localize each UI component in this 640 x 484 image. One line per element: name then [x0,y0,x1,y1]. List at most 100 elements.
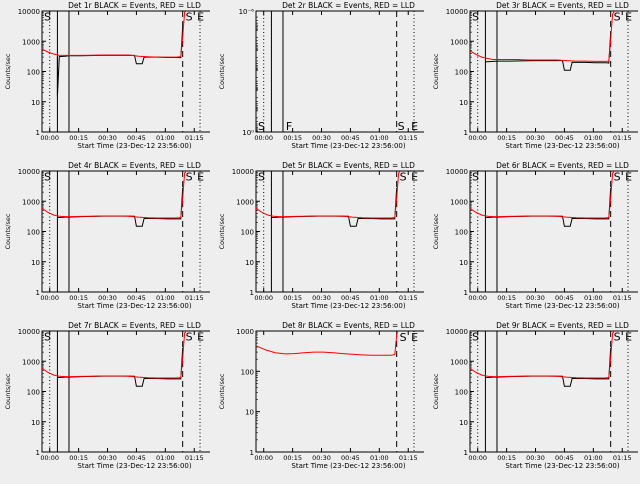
segment-label: E [411,120,418,133]
segment-label: S [614,330,621,343]
x-tick-label: 00:45 [127,294,146,302]
y-tick-label: 1 [36,129,40,137]
chart-svg: Det 8r BLACK = Events, RED = LLD 1 10 100 10… [218,321,447,470]
x-axis-label: Start Time (23-Dec-12 23:56:00) [291,142,405,150]
plot-frame [255,170,442,293]
y-tick-label: 1000 [236,328,254,336]
lld-series-line [256,331,399,356]
x-tick-label: 00:00 [468,454,487,462]
x-tick-label: 00:30 [312,134,331,142]
y-tick-label: 10 [31,259,40,267]
y-tick-label: 10 [245,409,254,417]
chart-title: Det 2r BLACK = Events, RED = LLD [282,1,415,10]
segment-label: S [472,10,479,23]
x-tick-label: 00:45 [127,454,146,462]
events-series-line [485,187,612,227]
y-tick-label: 100 [455,389,468,397]
lld-series-line [42,171,188,219]
segment-label: E [197,170,204,183]
chart-svg: Det 6r BLACK = Events, RED = LLD 1 10 100 10… [432,161,640,310]
x-axis-label: Start Time (23-Dec-12 23:56:00) [77,142,191,150]
y-tick-label: 100 [27,229,40,237]
chart-title: Det 9r BLACK = Events, RED = LLD [496,321,629,330]
x-tick-label: 01:00 [370,294,389,302]
segment-label: E [625,330,632,343]
y-axis-label: Counts/sec [218,373,226,409]
y-axis-label: Counts/sec [218,53,226,89]
segment-label: E [411,170,418,183]
x-tick-label: 00:30 [98,294,117,302]
plot-frame [469,10,640,133]
x-tick-label: 01:15 [613,454,632,462]
x-tick-label: 01:00 [156,134,175,142]
segment-label: S [400,170,407,183]
lld-series-line [42,331,188,379]
y-tick-label: 1000 [22,198,40,206]
x-tick-label: 01:00 [584,454,603,462]
y-tick-label: 1000 [22,358,40,366]
events-series-line [57,187,184,227]
chart-panel: Det 5r BLACK = Events, RED = LLD 1 10 100 10… [214,160,447,324]
x-tick-label: 01:00 [156,294,175,302]
y-axis-label: Counts/sec [432,373,440,409]
segment-label: S [186,10,193,23]
y-axis-label: Counts/sec [432,213,440,249]
events-series-line [271,187,398,227]
plot-frame [41,170,228,293]
y-tick-label: 10 [459,419,468,427]
x-axis-label: Start Time (23-Dec-12 23:56:00) [291,302,405,310]
chart-panel: Det 9r BLACK = Events, RED = LLD 1 10 100 10… [428,320,640,484]
lld-series-line [256,171,402,219]
chart-title: Det 3r BLACK = Events, RED = LLD [496,1,629,10]
x-tick-label: 00:00 [40,454,59,462]
segment-label: E [625,170,632,183]
segment-label: F [286,120,292,133]
chart-panel: Det 1r BLACK = Events, RED = LLD 1 10 100 10… [0,0,233,164]
y-tick-label: 10000 [18,8,40,16]
y-tick-label: 1000 [450,358,468,366]
segment-label: S [614,10,621,23]
segment-label: S [44,330,51,343]
x-tick-label: 00:00 [40,134,59,142]
segment-label: E [197,10,204,23]
y-tick-label: 10000 [232,168,254,176]
x-tick-label: 01:00 [584,134,603,142]
x-tick-label: 00:30 [526,294,545,302]
x-tick-label: 00:30 [526,134,545,142]
x-tick-label: 00:00 [254,134,273,142]
y-tick-label: 10 [31,419,40,427]
x-axis-label: Start Time (23-Dec-12 23:56:00) [505,142,619,150]
y-axis-label: Counts/sec [4,373,12,409]
x-tick-label: 00:45 [127,134,146,142]
x-tick-label: 00:45 [555,294,574,302]
x-axis-label: Start Time (23-Dec-12 23:56:00) [291,462,405,470]
segment-label: S [44,170,51,183]
lld-series-line [42,11,187,58]
y-tick-label: 100 [27,69,40,77]
y-tick-label: 10 [459,259,468,267]
y-tick-label: 100 [241,229,254,237]
y-tick-label: 1 [464,129,468,137]
plot-frame [255,330,442,453]
segment-label: S [398,120,405,133]
y-tick-label: 100 [27,389,40,397]
x-axis-label: Start Time (23-Dec-12 23:56:00) [505,462,619,470]
chart-svg: Det 7r BLACK = Events, RED = LLD 1 10 100 10… [4,321,233,470]
y-tick-label: 1000 [450,198,468,206]
plot-frame [469,170,640,293]
x-tick-label: 00:00 [40,294,59,302]
segment-label: S [186,170,193,183]
x-tick-label: 00:30 [98,134,117,142]
y-tick-label: 1000 [450,38,468,46]
events-series-line [485,32,612,71]
x-tick-label: 00:15 [497,294,516,302]
y-tick-label: 100 [455,229,468,237]
y-tick-label: 10⁻⁶ [239,8,255,16]
x-tick-label: 00:45 [341,294,360,302]
chart-title: Det 6r BLACK = Events, RED = LLD [496,161,629,170]
x-tick-label: 00:45 [341,454,360,462]
segment-label: S [186,330,193,343]
x-tick-label: 01:15 [185,454,204,462]
segment-label: S [44,10,51,23]
chart-svg: Det 3r BLACK = Events, RED = LLD 1 10 100 10… [432,1,640,150]
